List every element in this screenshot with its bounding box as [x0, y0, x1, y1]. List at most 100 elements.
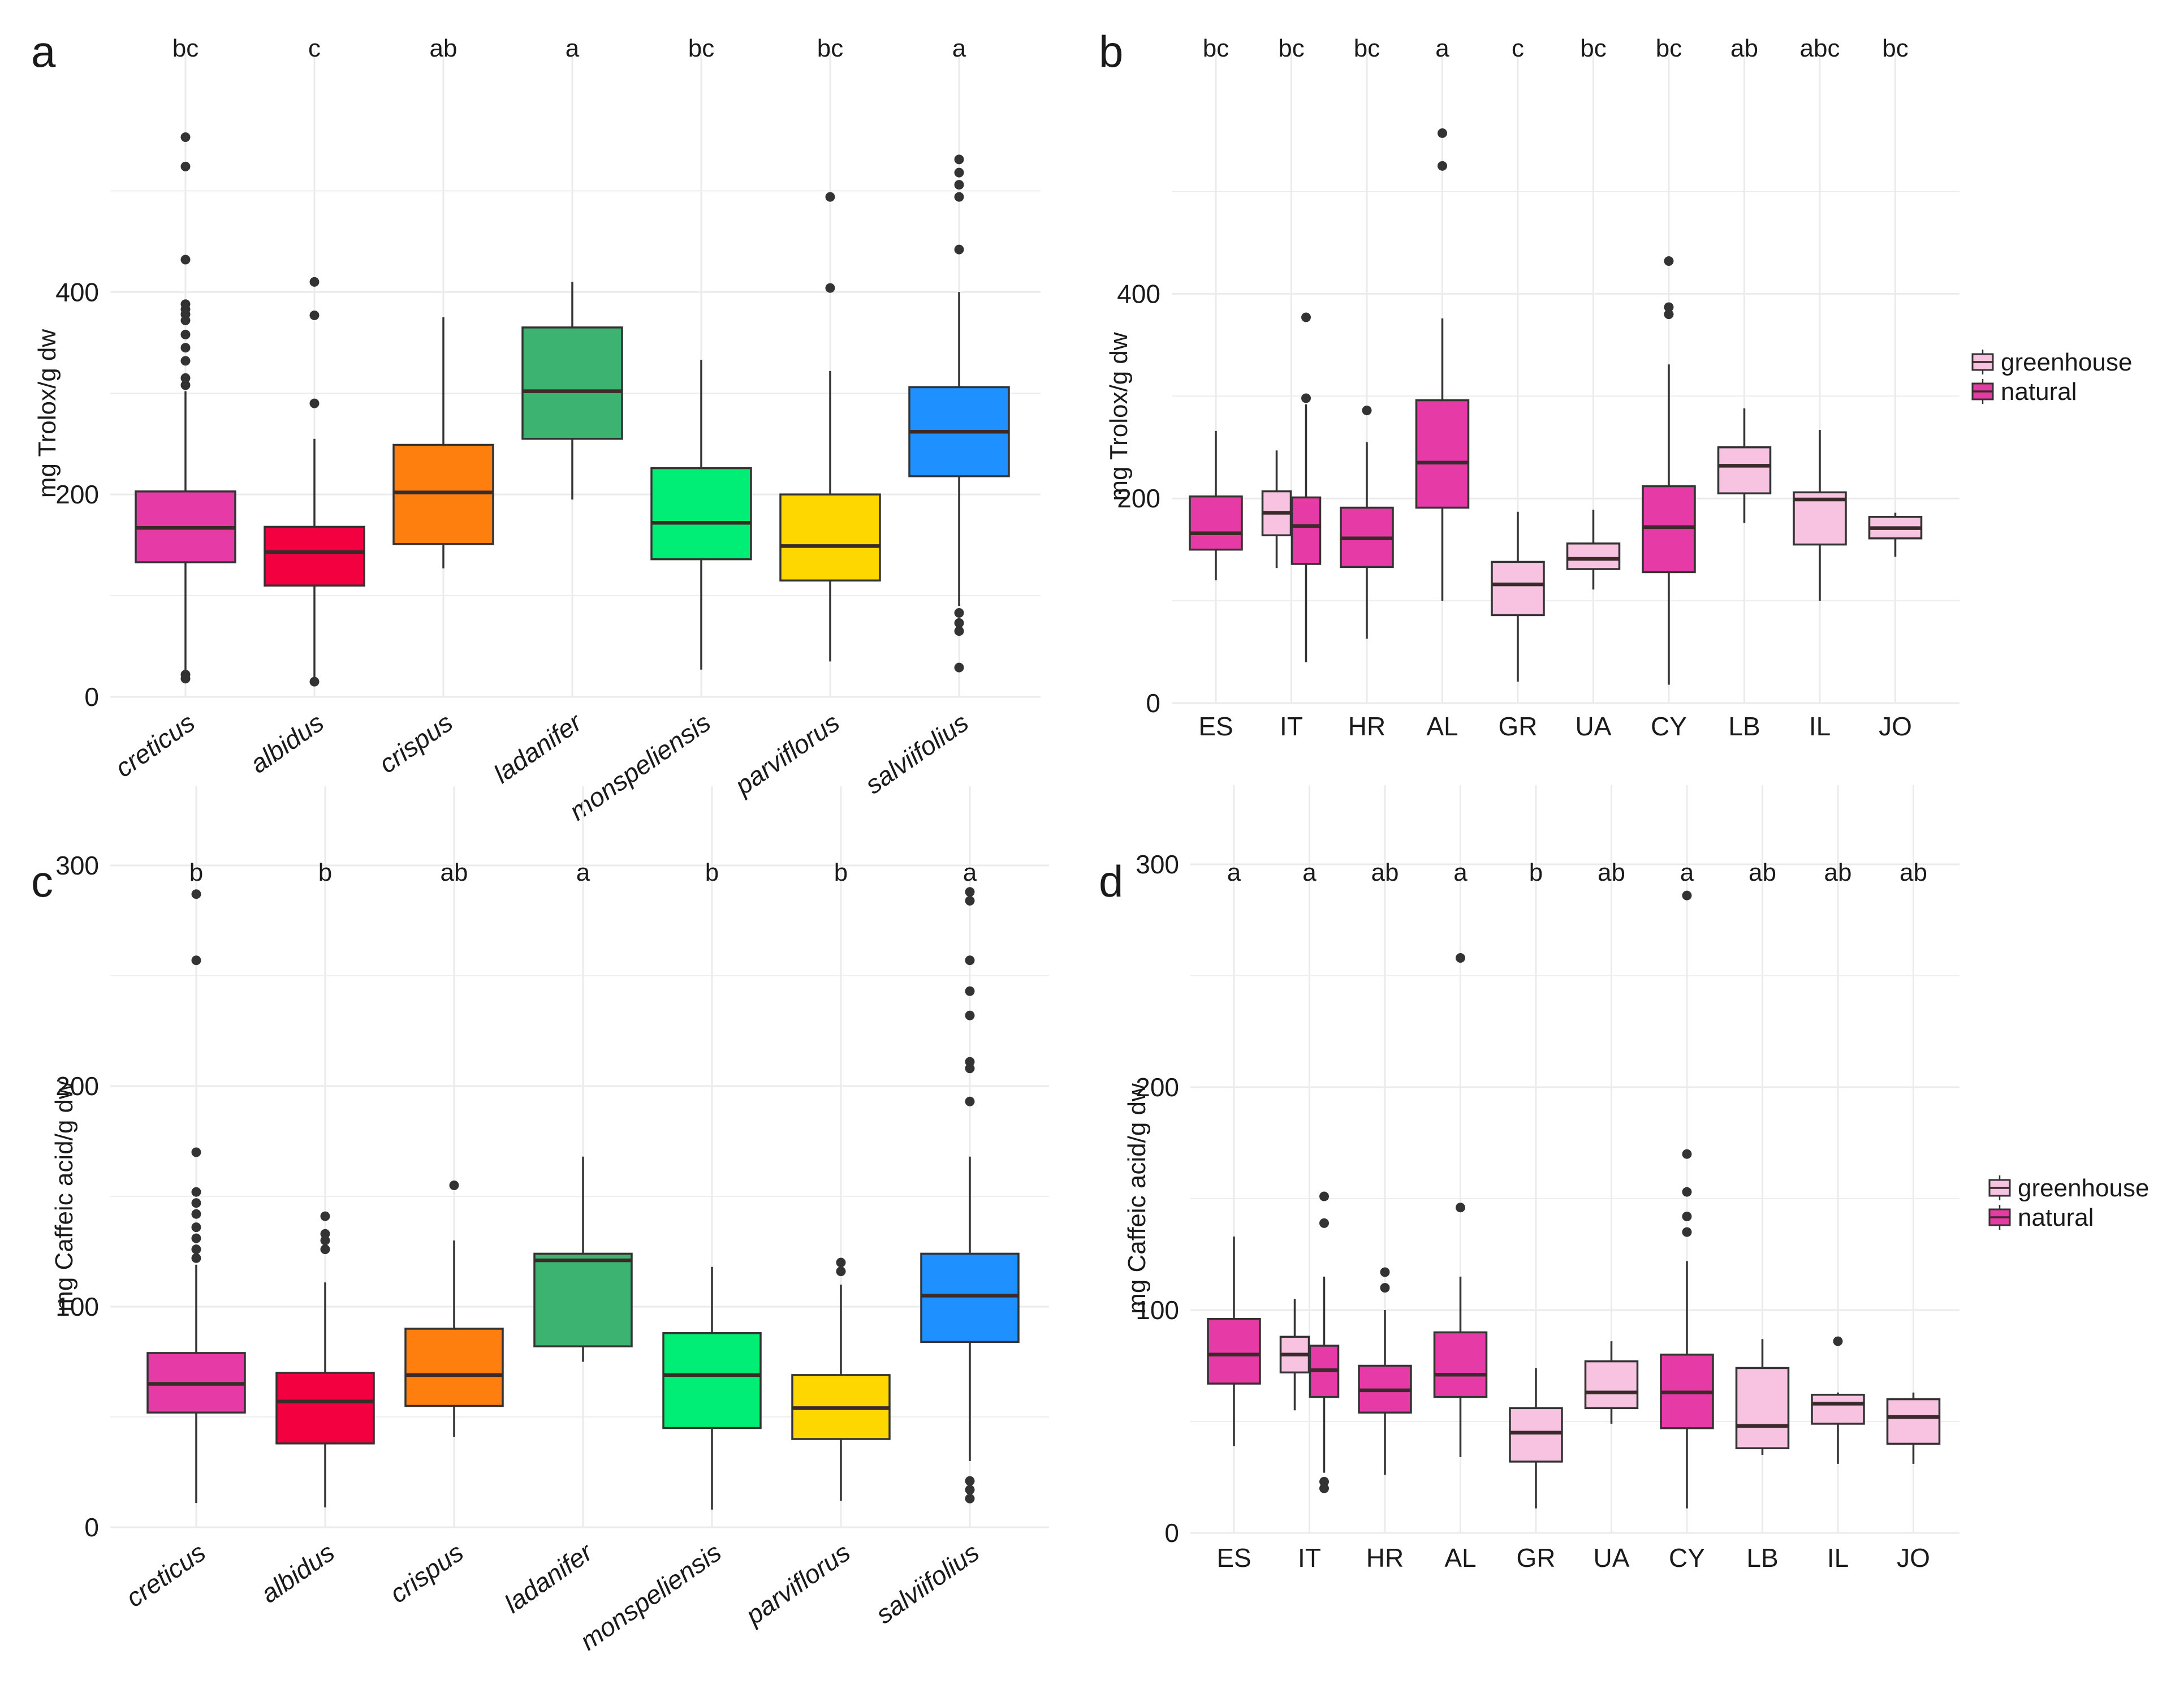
legend-item-greenhouse: greenhouse: [1988, 1174, 2149, 1202]
outlier-point: [191, 1233, 201, 1243]
outlier-point: [191, 1209, 201, 1219]
y-tick-label: 200: [55, 1071, 99, 1101]
significance-letter: bc: [1882, 35, 1908, 62]
outlier-point: [309, 310, 320, 320]
outlier-point: [965, 887, 975, 897]
y-tick-label: 0: [84, 1513, 99, 1542]
outlier-point: [180, 329, 191, 339]
outlier-point: [320, 1244, 330, 1255]
outlier-point: [1380, 1283, 1390, 1293]
outlier-point: [191, 1222, 201, 1233]
x-tick-label: UA: [1576, 712, 1612, 741]
box-group: [1309, 1191, 1340, 1493]
box-body: [1735, 1367, 1790, 1450]
outlier-point: [449, 1181, 459, 1190]
box-group: [275, 1211, 375, 1507]
outlier-point: [825, 192, 835, 202]
outlier-point: [1833, 1336, 1843, 1346]
outlier-point: [954, 180, 964, 190]
significance-letter: bc: [688, 35, 714, 62]
outlier-point: [1682, 1227, 1692, 1237]
outlier-point: [191, 889, 201, 899]
box-body: [275, 1372, 375, 1445]
outlier-point: [954, 154, 964, 165]
legend-label: natural: [2001, 378, 2077, 406]
box-group: [1415, 128, 1470, 601]
significance-letter: bc: [1354, 35, 1380, 62]
outlier-point: [1682, 1212, 1692, 1222]
outlier-point: [1362, 406, 1372, 416]
box-group: [135, 132, 236, 684]
box-group: [1290, 312, 1322, 662]
box-body: [1642, 485, 1696, 574]
box-body: [392, 443, 494, 545]
outlier-point: [965, 1063, 975, 1074]
box-group: [1433, 953, 1488, 1458]
box-body: [533, 1252, 633, 1347]
outlier-point: [954, 626, 964, 636]
outlier-point: [320, 1235, 330, 1246]
box-group: [1735, 1339, 1790, 1455]
box-body: [1811, 1393, 1865, 1425]
outlier-point: [1319, 1476, 1329, 1487]
box-group: [1868, 512, 1923, 557]
legend-label: greenhouse: [2018, 1174, 2149, 1202]
outlier-point: [965, 1057, 975, 1067]
box-group: [521, 282, 623, 500]
y-tick-label: 300: [55, 851, 99, 880]
outlier-point: [954, 167, 964, 178]
box-body: [1189, 495, 1243, 551]
significance-letter: b: [834, 859, 848, 886]
significance-letter: bc: [817, 35, 843, 62]
y-axis-label: mg Caffeic acid/g dw: [1123, 1083, 1151, 1314]
box-body: [404, 1328, 504, 1407]
x-tick-label: IL: [1809, 712, 1831, 741]
outlier-point: [180, 380, 191, 390]
outlier-point: [180, 373, 191, 383]
outlier-point: [1456, 1203, 1465, 1213]
outlier-point: [1664, 256, 1674, 266]
significance-letter: bc: [172, 35, 198, 62]
outlier-point: [965, 1096, 975, 1106]
box-group: [1811, 1336, 1865, 1464]
outlier-point: [191, 1244, 201, 1255]
box-body: [264, 525, 365, 587]
x-tick-label: IT: [1280, 712, 1303, 741]
significance-letter: a: [566, 35, 580, 62]
box-body: [1717, 446, 1772, 494]
legend-item-greenhouse: greenhouse: [1971, 348, 2132, 376]
box-group: [1340, 406, 1394, 639]
outlier-point: [1682, 1149, 1692, 1159]
panel-b-label: b: [1099, 27, 1123, 76]
x-tick-label: JO: [1897, 1543, 1930, 1573]
box-body: [1433, 1331, 1488, 1398]
box-body: [1886, 1398, 1941, 1445]
outlier-point: [1380, 1267, 1390, 1277]
outlier-point: [191, 1147, 201, 1157]
box-group: [1509, 1368, 1563, 1509]
y-tick-label: 300: [1136, 850, 1179, 879]
x-tick-label: CY: [1669, 1543, 1705, 1573]
significance-letter: a: [1435, 35, 1449, 62]
y-tick-label: 200: [55, 480, 99, 509]
outlier-point: [191, 1198, 201, 1208]
significance-letter: a: [1680, 859, 1694, 886]
significance-letter: a: [1453, 859, 1467, 886]
box-group: [1358, 1267, 1412, 1475]
box-group: [1660, 890, 1714, 1509]
significance-letter: a: [1302, 859, 1317, 886]
outlier-point: [825, 283, 835, 293]
outlier-point: [191, 1187, 201, 1197]
box-body: [1415, 399, 1470, 509]
significance-letter: b: [1529, 859, 1543, 886]
outlier-point: [180, 343, 191, 353]
y-axis-label: mg Trolox/g dw: [1105, 332, 1133, 501]
outlier-point: [309, 277, 320, 287]
outlier-point: [1319, 1191, 1329, 1201]
outlier-point: [965, 955, 975, 966]
x-tick-label: AL: [1444, 1543, 1476, 1573]
significance-letter: ab: [1598, 859, 1625, 886]
outlier-point: [965, 986, 975, 996]
panel-c-label: c: [31, 856, 53, 906]
